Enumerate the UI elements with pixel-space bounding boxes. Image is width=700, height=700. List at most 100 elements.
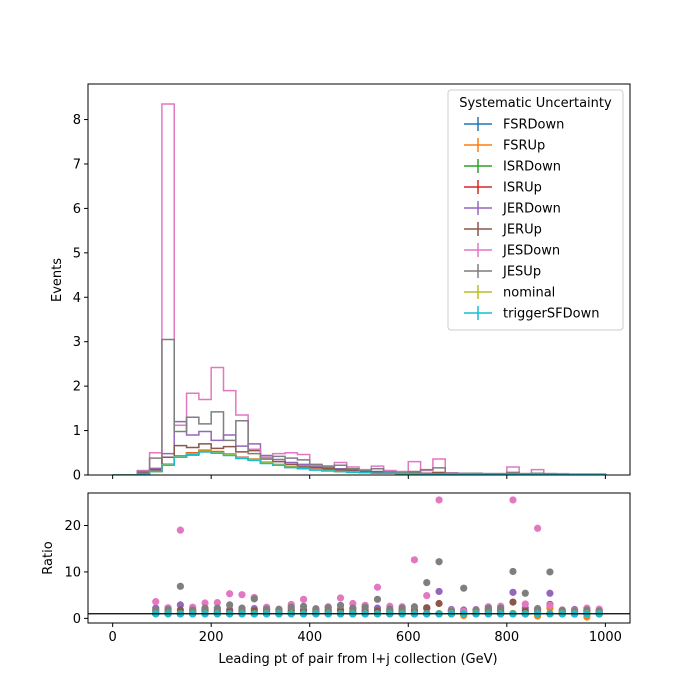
- ratio-point: [435, 587, 443, 596]
- ratio-point: [238, 604, 246, 612]
- legend-items: FSRDown FSRUp ISRDown ISRUp JERDown JERUp JESD…: [464, 117, 599, 322]
- ratio-point: [534, 605, 542, 613]
- ratio-point: [546, 568, 554, 576]
- legend-label: JERDown: [502, 202, 561, 217]
- ratio-point: [497, 604, 505, 612]
- ratio-point: [546, 589, 554, 597]
- bottom-y-ticks: 0 10 20: [64, 519, 88, 627]
- ratio-point: [435, 496, 443, 504]
- ratio-point: [534, 524, 542, 532]
- ratio-point: [509, 567, 517, 576]
- legend-item-ISRUp: ISRUp: [464, 180, 542, 196]
- legend-item-FSRUp: FSRUp: [464, 138, 545, 154]
- ratio-point: [213, 604, 221, 612]
- x-tick-label: 600: [396, 630, 421, 645]
- ratio-point: [176, 582, 184, 590]
- ratio-point: [226, 601, 234, 609]
- ratio-series-JESUp: [152, 558, 603, 615]
- legend-item-JESDown: JESDown: [464, 243, 560, 259]
- legend-item-ISRDown: ISRDown: [464, 159, 561, 175]
- legend: Systematic Uncertainty FSRDown FSRUp ISRDo…: [447, 89, 624, 331]
- ratio-point: [435, 558, 443, 566]
- x-tick-label: 800: [494, 630, 519, 645]
- y-tick-label: 10: [64, 565, 81, 580]
- ratio-point: [398, 604, 406, 612]
- ratio-point: [423, 604, 431, 612]
- y-tick-label: 2: [73, 380, 81, 395]
- y-tick-label: 0: [73, 612, 81, 627]
- events-panel: 0 1 2 3 4 5 6 7 8 Events Systematic Uncertainty …: [50, 83, 631, 484]
- ratio-point: [373, 583, 382, 591]
- legend-label: FSRUp: [503, 139, 545, 154]
- ratio-point: [287, 603, 295, 611]
- ratio-point: [336, 594, 345, 602]
- ratio-point: [521, 589, 529, 597]
- legend-label: JESDown: [502, 244, 560, 259]
- bottom-y-axis-label: Ratio: [41, 541, 56, 574]
- x-axis-label: Leading pt of pair from l+j collection (…: [218, 652, 497, 667]
- ratio-point: [423, 579, 431, 587]
- ratio-point: [336, 601, 345, 609]
- legend-item-JESUp: JESUp: [464, 264, 541, 280]
- legend-label: ISRUp: [503, 181, 542, 196]
- y-tick-label: 20: [64, 519, 81, 534]
- ratio-point: [299, 595, 308, 603]
- legend-frame: [447, 89, 624, 331]
- ratio-point: [324, 604, 332, 612]
- ratio-point: [361, 603, 369, 611]
- ratio-point: [226, 590, 234, 598]
- ratio-point: [460, 584, 468, 592]
- ratio-point: [484, 604, 492, 612]
- x-tick-label: 400: [297, 630, 322, 645]
- bottom-x-ticks: 0 200 400 600 800 1000: [108, 623, 622, 645]
- legend-label: nominal: [503, 286, 555, 301]
- legend-label: JESUp: [502, 265, 541, 280]
- ratio-point: [410, 556, 419, 564]
- x-tick-label: 0: [108, 630, 116, 645]
- ratio-point: [176, 601, 184, 609]
- ratio-point: [349, 604, 357, 612]
- bottom-plot-frame: [87, 492, 631, 624]
- ratio-point: [201, 599, 209, 607]
- legend-item-JERUp: JERUp: [464, 222, 542, 238]
- top-plot-frame: [87, 83, 631, 476]
- x-tick-label: 200: [199, 630, 224, 645]
- legend-label: triggerSFDown: [503, 307, 599, 322]
- ratio-point: [546, 601, 554, 609]
- ratio-point: [250, 595, 258, 603]
- legend-label: FSRDown: [503, 118, 564, 133]
- ratio-point: [152, 598, 160, 606]
- ratio-panel: 0 200 400 600 800 1000 0 10 20 Ratio Leading pt…: [41, 492, 631, 667]
- legend-item-FSRDown: FSRDown: [464, 117, 564, 133]
- ratio-point: [435, 599, 443, 608]
- legend-title: Systematic Uncertainty: [459, 96, 612, 111]
- top-x-ticks: [112, 475, 606, 479]
- ratio-point: [213, 598, 221, 607]
- y-tick-label: 1: [73, 424, 81, 439]
- ratio-point: [521, 600, 529, 608]
- top-y-ticks: 0 1 2 3 4 5 6 7 8: [73, 113, 88, 484]
- ratio-point: [373, 595, 382, 603]
- y-tick-label: 4: [73, 291, 81, 306]
- y-tick-label: 3: [73, 335, 81, 350]
- ratio-point: [423, 592, 431, 600]
- y-tick-label: 5: [73, 246, 81, 261]
- ratio-point: [201, 604, 209, 612]
- histogram-JESUp: [112, 338, 607, 475]
- ratio-point: [509, 496, 517, 504]
- legend-item-triggerSFDown: triggerSFDown: [464, 306, 599, 322]
- legend-label: ISRDown: [503, 160, 561, 175]
- legend-label: JERUp: [502, 223, 542, 238]
- ratio-point: [509, 598, 517, 606]
- ratio-point: [176, 526, 184, 534]
- ratio-point: [410, 603, 419, 611]
- y-tick-label: 0: [73, 469, 81, 484]
- legend-item-JERDown: JERDown: [464, 201, 561, 217]
- top-y-axis-label: Events: [50, 258, 65, 302]
- ratio-point: [238, 591, 246, 599]
- y-tick-label: 8: [73, 113, 81, 128]
- y-tick-label: 7: [73, 157, 81, 172]
- ratio-point: [509, 588, 517, 596]
- y-tick-label: 6: [73, 202, 81, 217]
